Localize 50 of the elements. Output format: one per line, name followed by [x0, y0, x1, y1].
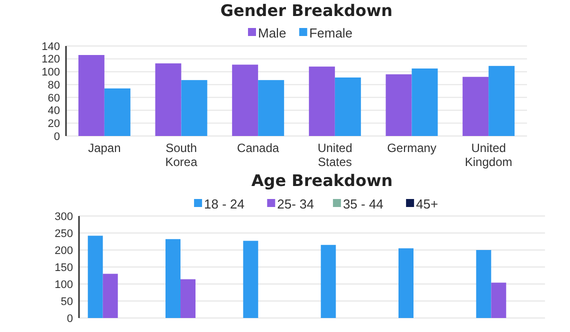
chart-title: Age Breakdown: [251, 171, 393, 190]
bar: [88, 236, 103, 318]
bar: [243, 240, 258, 318]
x-tick-label: Germany: [387, 141, 436, 155]
y-tick-label: 80: [48, 79, 60, 92]
chart-title: Gender Breakdown: [220, 1, 393, 20]
legend-label: 25- 34: [277, 196, 314, 212]
x-tick-label: Canada: [237, 141, 280, 155]
bar: [386, 74, 412, 136]
x-tick-label: Japan: [88, 141, 121, 155]
bar: [102, 274, 118, 318]
legend-label: Male: [258, 26, 286, 41]
bar: [334, 78, 361, 136]
y-tick-label: 250: [54, 228, 73, 240]
bar: [462, 76, 489, 136]
legend-label: 35 - 44: [342, 196, 384, 212]
bar: [78, 55, 104, 136]
bar: [398, 248, 414, 318]
bar: [308, 66, 335, 136]
bar: [155, 63, 182, 136]
y-tick-label: 100: [42, 66, 60, 79]
y-tick-label: 60: [48, 92, 60, 104]
bar: [258, 80, 284, 136]
y-tick-label: 300: [54, 210, 73, 223]
bar: [180, 279, 196, 318]
x-tick-label: United Kingdom: [464, 141, 512, 169]
y-tick-label: 150: [54, 262, 73, 274]
legend-label: Female: [309, 26, 353, 41]
y-tick-label: 140: [42, 40, 60, 53]
bar: [476, 250, 492, 318]
y-tick-label: 100: [54, 278, 73, 291]
y-tick-label: 120: [42, 54, 60, 66]
y-tick-label: 0: [54, 130, 60, 143]
bar: [232, 64, 258, 136]
bar: [166, 239, 180, 318]
legend-label: 45+: [416, 196, 438, 212]
x-tick-label: South Korea: [165, 141, 198, 169]
y-tick-label: 50: [60, 296, 73, 308]
bar: [412, 68, 438, 136]
bar: [320, 244, 336, 318]
x-tick-label: United States: [318, 141, 352, 169]
bar: [181, 80, 208, 136]
bar: [488, 66, 515, 136]
y-tick-label: 200: [54, 244, 73, 257]
legend-label: 18 - 24: [204, 196, 245, 212]
y-tick-label: 20: [48, 118, 60, 130]
y-tick-label: 0: [66, 312, 73, 325]
y-tick-label: 40: [48, 105, 60, 118]
bar: [491, 282, 506, 318]
bar: [104, 88, 130, 136]
